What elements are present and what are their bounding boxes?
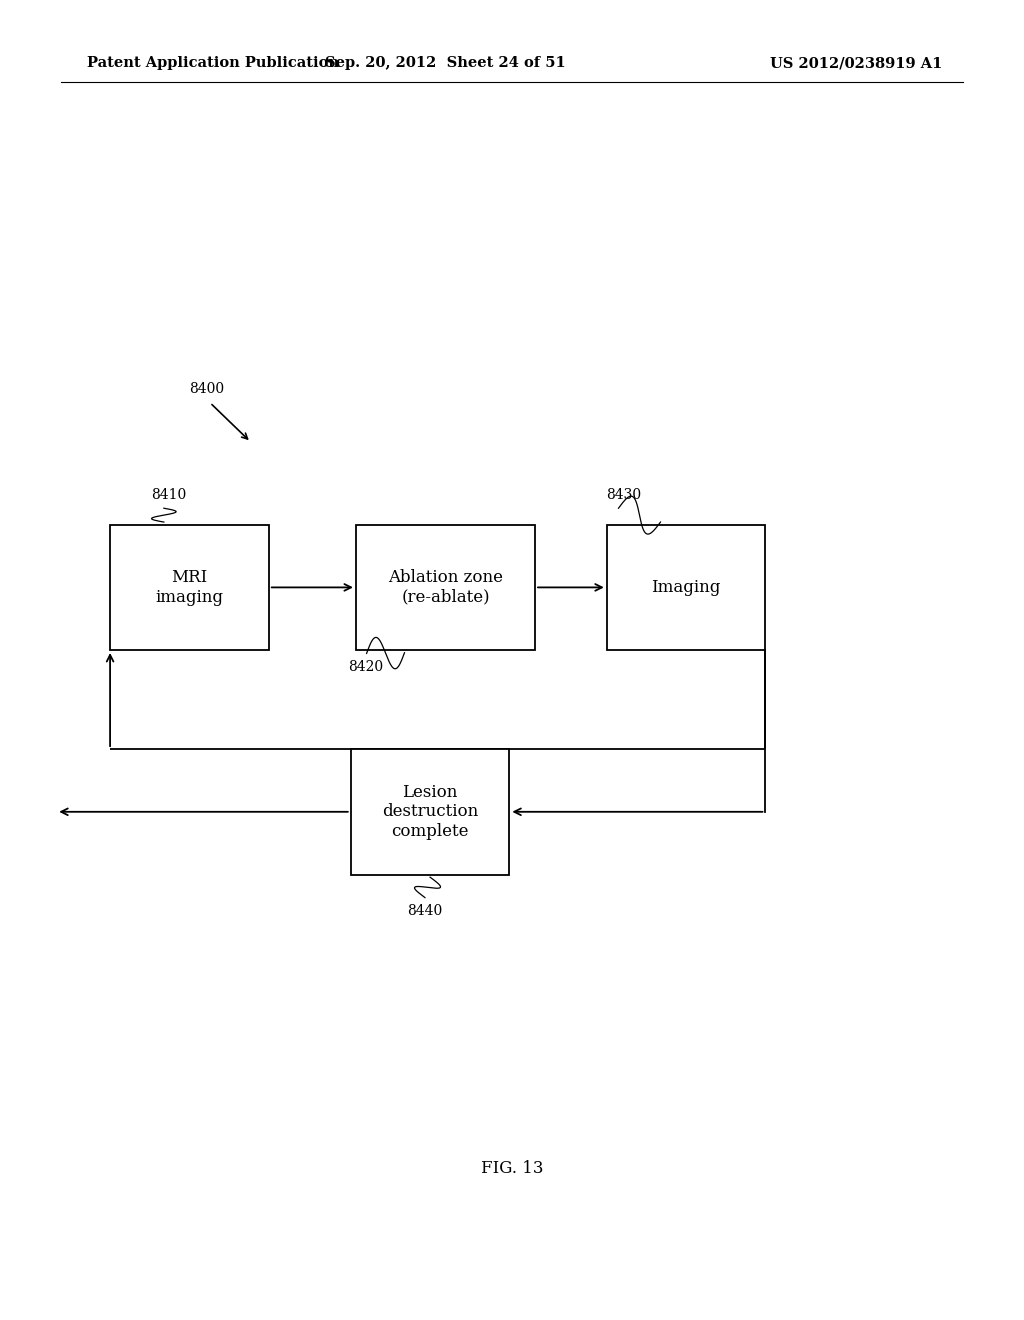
Text: Ablation zone
(re-ablate): Ablation zone (re-ablate) <box>388 569 503 606</box>
Text: Patent Application Publication: Patent Application Publication <box>87 57 339 70</box>
Bar <box>111 524 268 649</box>
Text: 8400: 8400 <box>189 381 224 396</box>
Text: FIG. 13: FIG. 13 <box>480 1160 544 1176</box>
Bar <box>350 750 509 874</box>
Text: 8420: 8420 <box>348 660 383 675</box>
Bar <box>356 524 535 649</box>
Text: MRI
imaging: MRI imaging <box>156 569 223 606</box>
Text: US 2012/0238919 A1: US 2012/0238919 A1 <box>770 57 942 70</box>
Bar <box>606 524 766 649</box>
Text: Lesion
destruction
complete: Lesion destruction complete <box>382 784 478 840</box>
Text: 8440: 8440 <box>408 904 442 919</box>
Text: 8430: 8430 <box>606 487 641 502</box>
Text: 8410: 8410 <box>152 487 186 502</box>
Text: Imaging: Imaging <box>651 579 721 595</box>
Text: Sep. 20, 2012  Sheet 24 of 51: Sep. 20, 2012 Sheet 24 of 51 <box>325 57 566 70</box>
